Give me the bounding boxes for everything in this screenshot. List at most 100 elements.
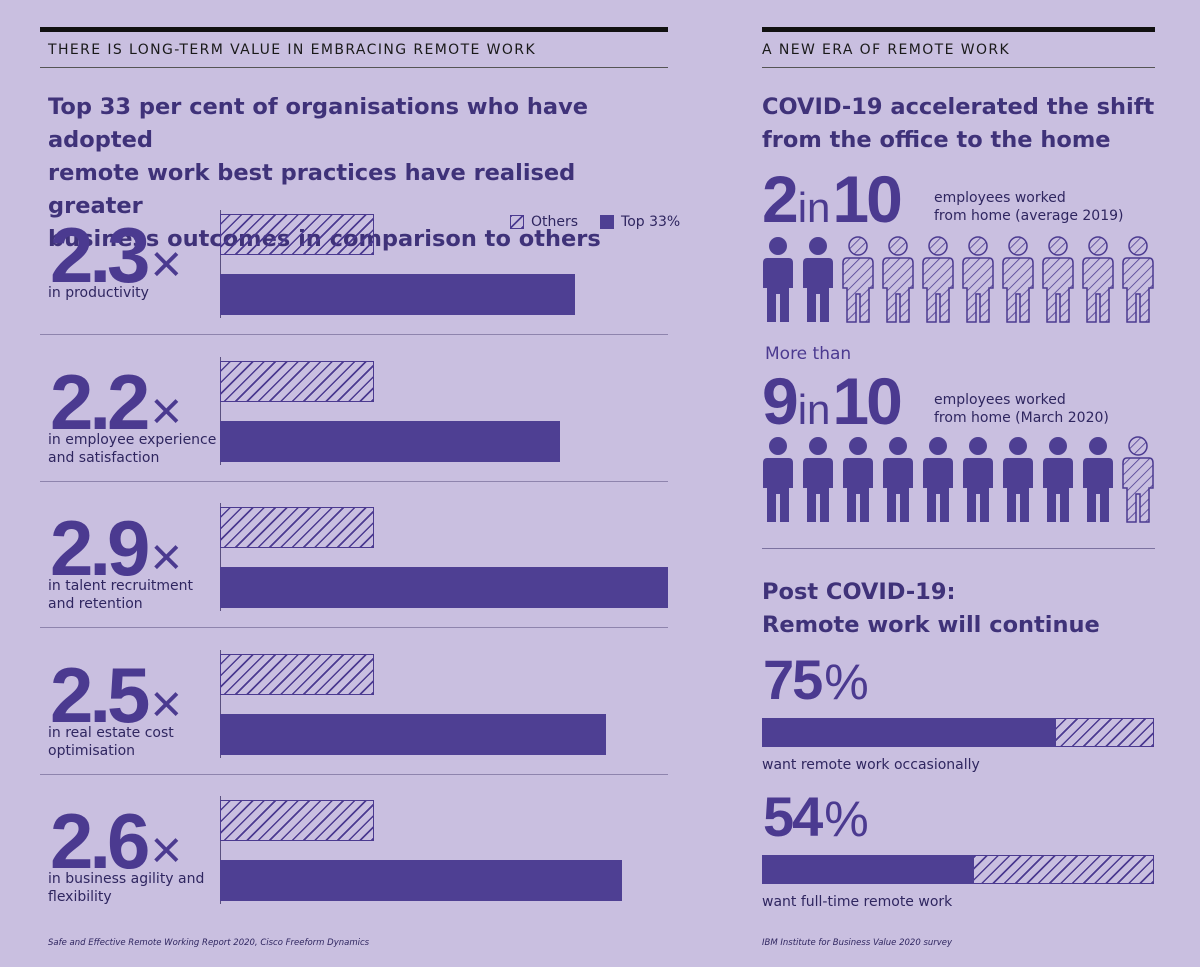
bar-others [220, 653, 374, 695]
bar-top33 [220, 274, 575, 315]
category-label-line: in talent recruitment [48, 578, 193, 594]
multiplier-value: 2.2× [50, 363, 182, 441]
person-filled-icon [923, 437, 953, 522]
stat2-caption: employees worked from home (March 2020) [934, 391, 1109, 427]
row-divider [40, 627, 668, 628]
percent-caption: want remote work occasionally [762, 757, 980, 773]
category-label-line: in business agility and [48, 871, 205, 887]
stat2-caption1: employees worked [934, 392, 1066, 408]
post-covid-headline: Post COVID-19: Remote work will continue [762, 576, 1100, 642]
stat1-people-row [762, 236, 1154, 326]
multiplier-symbol: × [150, 380, 182, 441]
multiplier-symbol: × [150, 820, 182, 880]
stat1-caption2: from home (average 2019) [934, 208, 1124, 224]
right-top-rule [762, 27, 1155, 32]
bar-axis-line [220, 210, 221, 318]
headline-line2: remote work best practices have realised… [48, 160, 576, 219]
person-filled-icon [803, 437, 833, 522]
multiplier-number: 2.9 [50, 504, 150, 592]
bar-top33 [220, 567, 668, 608]
bar-others [220, 360, 374, 402]
multiplier-value: 2.3× [50, 216, 182, 294]
chart-legend: Others Top 33% [510, 214, 680, 230]
category-label-line: flexibility [48, 889, 112, 905]
right-source: IBM Institute for Business Value 2020 su… [762, 938, 953, 948]
person-filled-icon [843, 437, 873, 522]
percent-unit: % [824, 654, 869, 710]
right-divider [762, 548, 1155, 549]
bar-top33 [220, 713, 606, 755]
multiplier-value: 2.5× [50, 656, 182, 734]
stat1-ratio: 2in10 [762, 166, 903, 241]
headline-bold: 33 per cent [99, 94, 245, 120]
person-hatched-icon [962, 236, 994, 323]
percent-caption: want full-time remote work [762, 894, 953, 910]
bar-top33 [220, 420, 560, 462]
legend-others-swatch [510, 215, 524, 229]
person-hatched-icon [1122, 436, 1154, 523]
multiplier-value: 2.6× [50, 802, 182, 880]
person-filled-icon [1083, 437, 1113, 522]
category-label: in employee experience and satisfaction [48, 431, 216, 467]
left-source: Safe and Effective Remote Working Report… [48, 938, 370, 948]
percent-bar-fill [762, 855, 974, 884]
person-filled-icon [763, 237, 793, 322]
bar-axis-line [220, 503, 221, 611]
left-section-title: THERE IS LONG-TERM VALUE IN EMBRACING RE… [48, 42, 537, 58]
row-divider [40, 773, 668, 775]
person-hatched-icon [1042, 236, 1074, 323]
category-label-line: and retention [48, 596, 143, 612]
percent-number: 75 [763, 648, 823, 711]
person-filled-icon [1043, 437, 1073, 522]
stat2-ratio: 9in10 [762, 368, 903, 443]
row-divider [40, 334, 668, 335]
person-hatched-icon [1082, 236, 1114, 323]
category-label: in real estate cost optimisation [48, 724, 174, 760]
post-line2: Remote work will continue [762, 612, 1100, 638]
percent-unit: % [824, 791, 869, 847]
stat2-den: 10 [832, 364, 902, 438]
bar-others [220, 214, 374, 255]
person-filled-icon [803, 237, 833, 322]
bar-axis-line [220, 796, 221, 904]
percent-number: 54 [763, 785, 823, 848]
legend-top-label: Top 33% [621, 214, 681, 230]
multiplier-value: 2.9× [50, 509, 182, 587]
post-line1: Post COVID-19: [762, 579, 956, 605]
percent-bar-fill [762, 718, 1056, 747]
stat2-in: in [797, 386, 831, 433]
left-top-rule [40, 27, 668, 32]
stat2-caption2: from home (March 2020) [934, 410, 1109, 426]
person-filled-icon [1003, 437, 1033, 522]
right-section-rule [762, 67, 1155, 68]
stat1-in: in [797, 184, 831, 231]
category-label-line: in productivity [48, 285, 149, 301]
category-label-line: in real estate cost [48, 724, 174, 741]
percent-value: 54% [763, 787, 869, 849]
multiplier-number: 2.5 [50, 650, 150, 739]
right-headline: COVID-19 accelerated the shift from the … [762, 91, 1154, 157]
more-than-label: More than [765, 344, 852, 364]
legend-top-swatch [600, 215, 615, 229]
stat1-den: 10 [832, 162, 902, 236]
left-section-rule [40, 67, 668, 68]
row-divider [40, 480, 668, 482]
percent-value: 75% [763, 650, 869, 712]
left-headline: Top 33 per cent of organisations who hav… [48, 91, 668, 256]
stat1-num: 2 [762, 162, 799, 236]
stat1-caption: employees worked from home (average 2019… [934, 189, 1124, 225]
stat2-people-row [762, 436, 1154, 526]
legend-others-label: Others [531, 214, 579, 230]
person-hatched-icon [1002, 236, 1034, 323]
category-label-line: in employee experience [48, 431, 217, 448]
right-headline-line1: COVID-19 accelerated the shift [762, 94, 1155, 120]
right-section-title: A NEW ERA OF REMOTE WORK [762, 42, 1011, 58]
category-label: in talent recruitment and retention [48, 577, 193, 613]
stat2-num: 9 [762, 364, 799, 438]
multiplier-symbol: × [150, 234, 182, 294]
bar-axis-line [220, 356, 221, 465]
person-hatched-icon [1122, 236, 1154, 323]
headline-rest: of organisations who have adopted [48, 94, 589, 153]
category-label: in business agility and flexibility [48, 870, 204, 906]
multiplier-symbol: × [150, 527, 182, 587]
